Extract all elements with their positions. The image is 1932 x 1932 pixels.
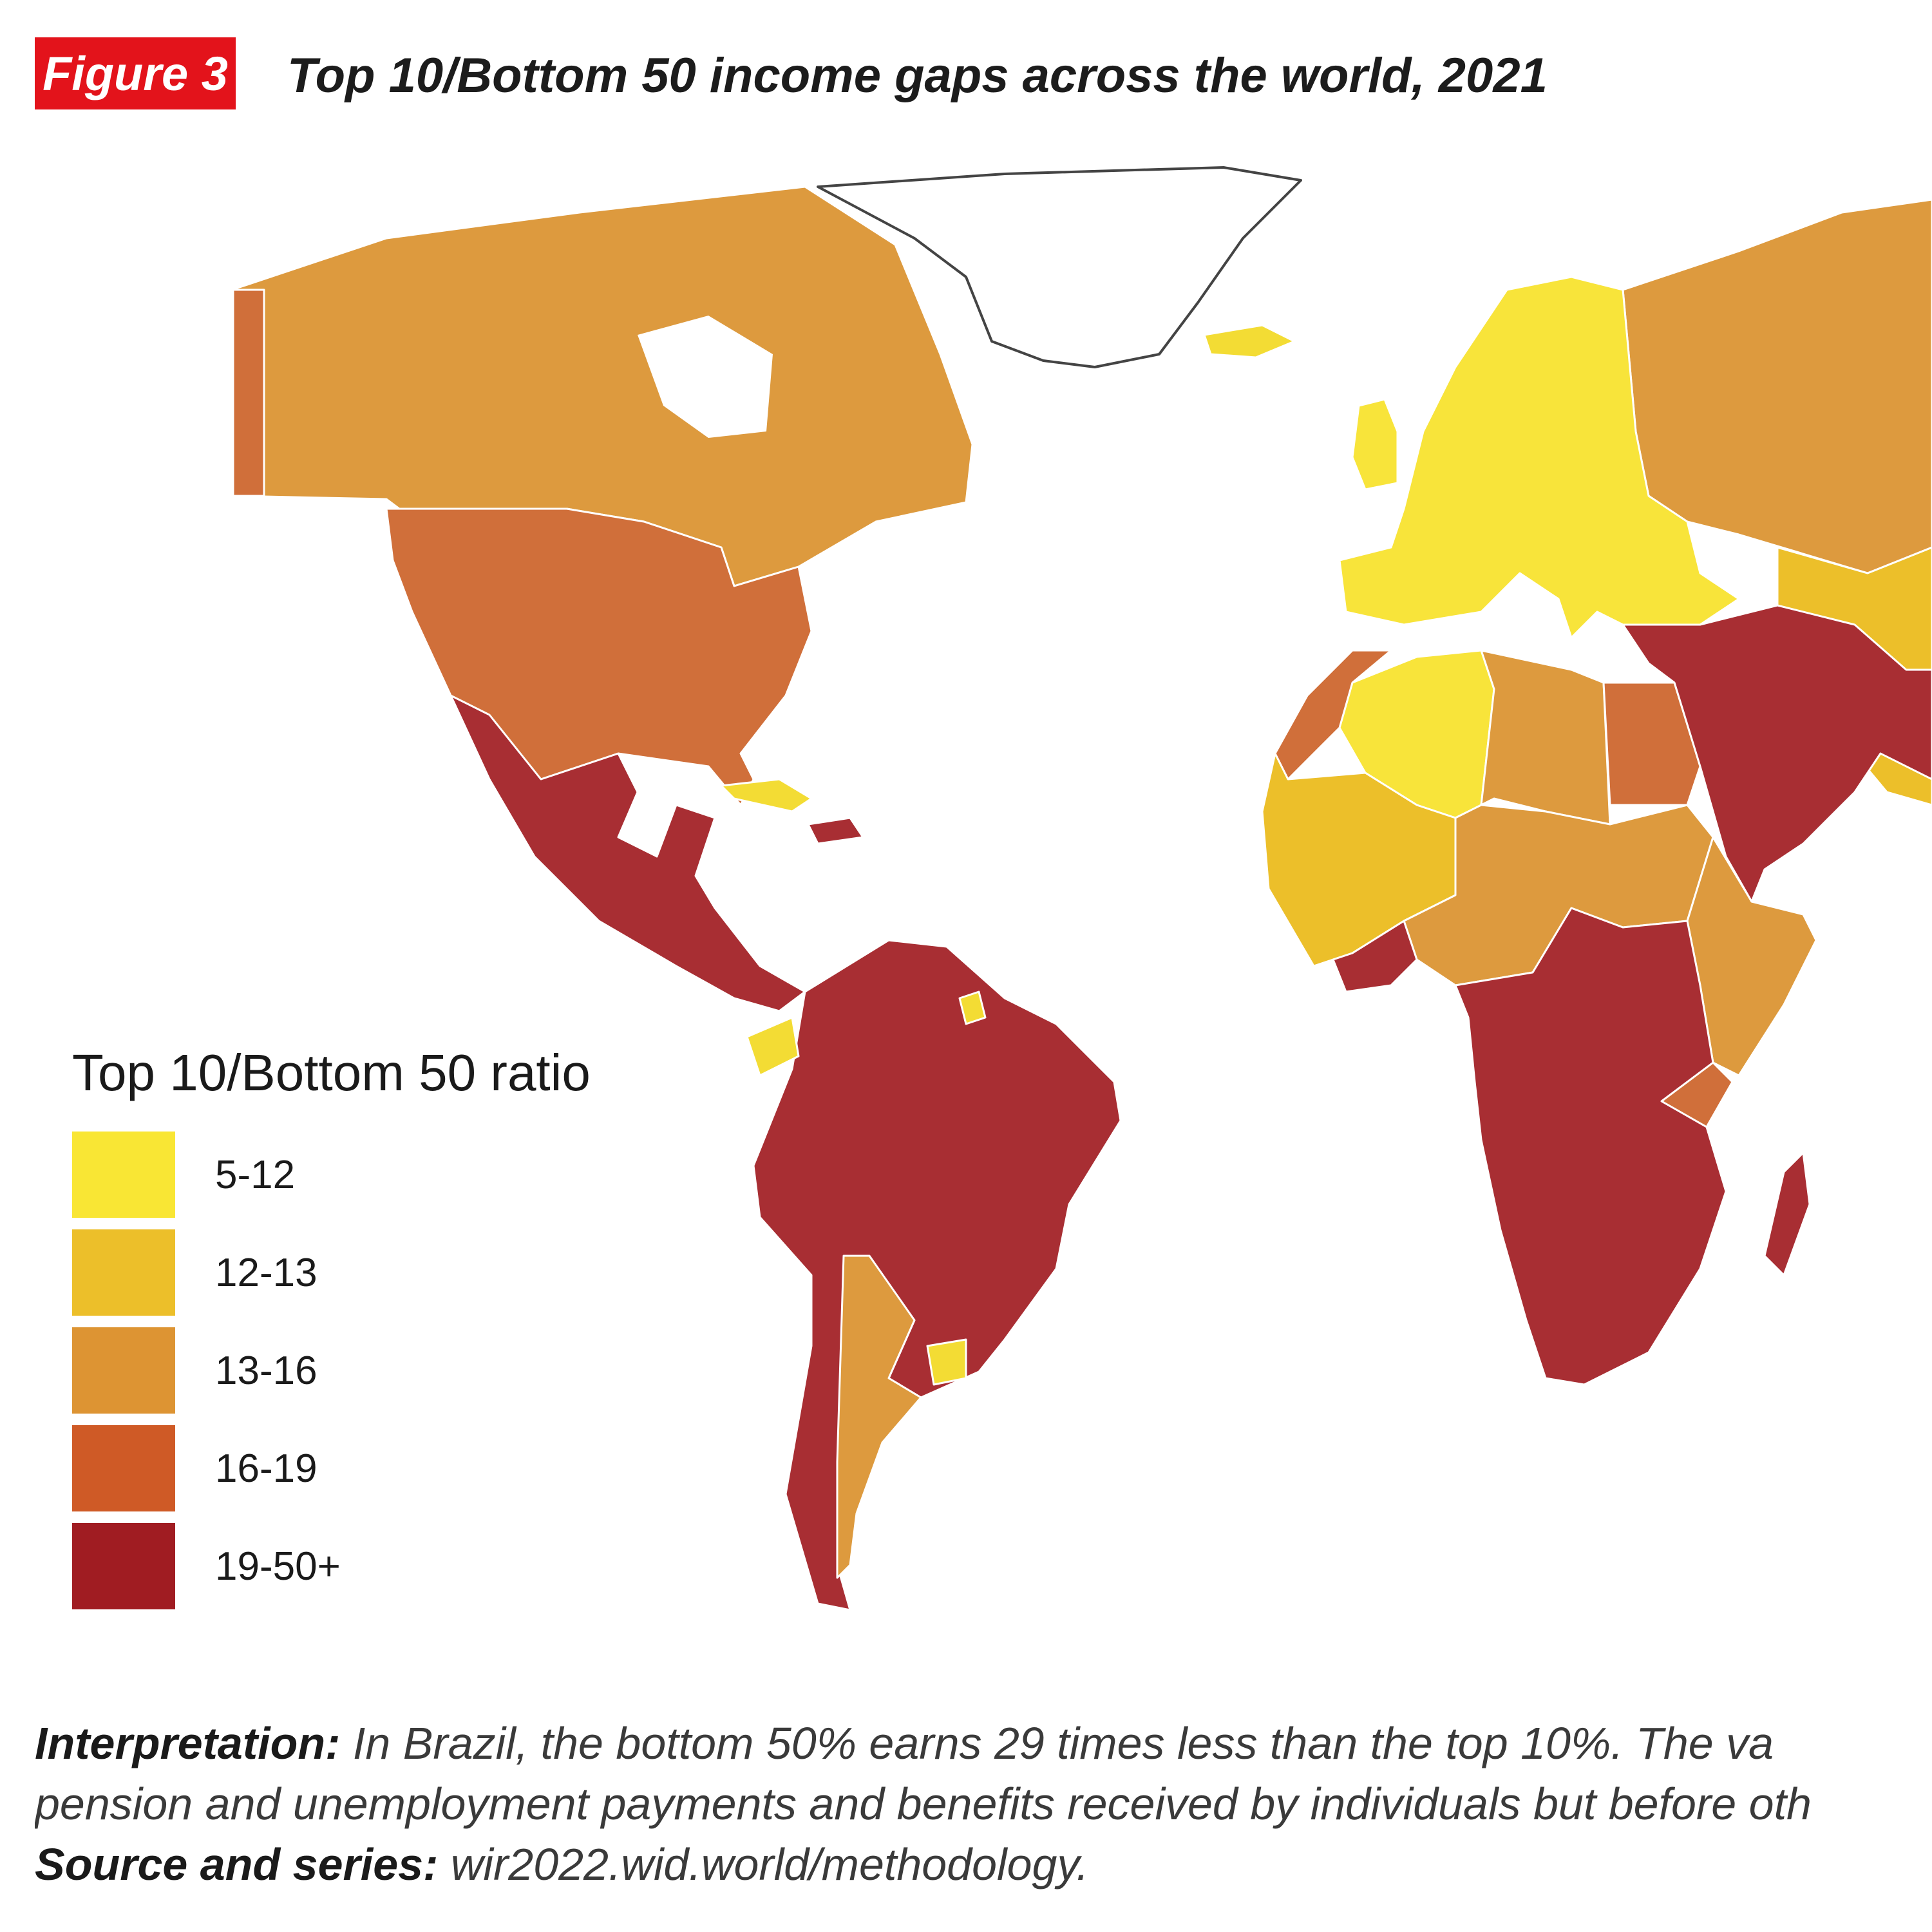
region-greenland — [817, 166, 1302, 368]
region-uruguay — [926, 1338, 967, 1386]
source-line: Source and series: wir2022.wid.world/met… — [35, 1834, 1932, 1895]
legend-label: 19-50+ — [215, 1544, 341, 1589]
region-alaska — [232, 289, 265, 497]
region-morocco — [1274, 649, 1392, 781]
region-caribbean — [807, 817, 864, 845]
region-madagascar — [1763, 1151, 1811, 1276]
region-canada — [231, 185, 974, 587]
legend-swatch — [72, 1425, 175, 1511]
legend-item-13-16: 13-16 — [72, 1321, 716, 1419]
legend-label: 5-12 — [215, 1152, 296, 1197]
legend-title: Top 10/Bottom 50 ratio — [72, 1044, 591, 1101]
region-argentina — [836, 1255, 922, 1579]
legend-swatch — [72, 1132, 175, 1218]
figure-label: Figure 3 — [43, 46, 228, 100]
source-text: wir2022.wid.world/methodology. — [450, 1839, 1089, 1889]
region-egypt — [1602, 681, 1701, 806]
region-middle-east — [1622, 604, 1932, 903]
region-europe — [1338, 276, 1740, 639]
legend-swatch — [72, 1523, 175, 1609]
source-label: Source and series: — [35, 1839, 439, 1889]
region-libya — [1480, 649, 1611, 826]
region-french-guiana — [958, 990, 987, 1025]
region-mexico-central-america — [450, 694, 806, 1012]
interpretation-text-continued: pension and unemployment payments and be… — [35, 1779, 1812, 1829]
region-ecuador — [746, 1016, 800, 1077]
region-united-kingdom — [1351, 398, 1399, 491]
region-cuba — [720, 778, 813, 813]
legend-label: 13-16 — [215, 1348, 317, 1393]
legend-swatch — [72, 1229, 175, 1316]
interpretation-label: Interpretation: — [35, 1718, 341, 1768]
region-gulf-of-guinea — [1332, 920, 1418, 993]
region-iceland — [1203, 324, 1296, 359]
region-central-southern-africa — [1454, 907, 1727, 1386]
legend-label: 12-13 — [215, 1250, 317, 1295]
map-legend: Top 10/Bottom 50 ratio 5-12 12-13 13-16 … — [72, 1043, 716, 1615]
figure-title: Top 10/Bottom 50 income gaps across the … — [287, 48, 1548, 103]
legend-swatch — [72, 1327, 175, 1414]
interpretation-line-2: pension and unemployment payments and be… — [35, 1774, 1932, 1834]
figure-badge: Figure 3 — [35, 37, 236, 109]
world-map — [0, 161, 1932, 1642]
legend-item-19-50plus: 19-50+ — [72, 1517, 716, 1615]
legend-item-5-12: 5-12 — [72, 1126, 716, 1224]
region-south-america — [752, 939, 1122, 1611]
interpretation-line-1: Interpretation: In Brazil, the bottom 50… — [35, 1713, 1932, 1774]
interpretation-text: In Brazil, the bottom 50% earns 29 times… — [352, 1718, 1774, 1768]
figure-notes: Interpretation: In Brazil, the bottom 50… — [35, 1713, 1932, 1895]
legend-label: 16-19 — [215, 1446, 317, 1491]
legend-item-16-19: 16-19 — [72, 1419, 716, 1517]
legend-item-12-13: 12-13 — [72, 1224, 716, 1321]
